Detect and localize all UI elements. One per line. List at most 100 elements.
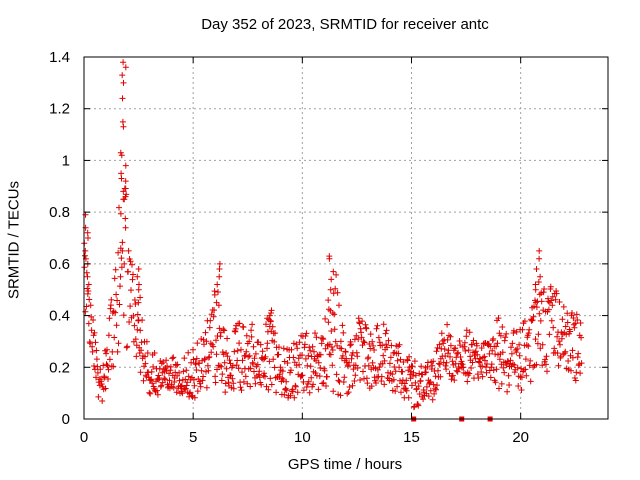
y-tick-label: 0.4 xyxy=(49,308,70,325)
data-point xyxy=(331,311,338,318)
plot-frame xyxy=(83,56,609,420)
data-point xyxy=(202,355,208,362)
data-point xyxy=(318,340,325,347)
data-point xyxy=(396,341,403,348)
data-point xyxy=(90,317,97,323)
data-point xyxy=(336,302,342,309)
data-point xyxy=(351,378,358,384)
data-point xyxy=(328,328,335,334)
data-point xyxy=(238,387,245,394)
data-point xyxy=(307,363,314,370)
data-point xyxy=(130,312,137,319)
data-point xyxy=(113,322,120,329)
data-point xyxy=(500,364,507,371)
data-point xyxy=(578,360,585,367)
data-point xyxy=(574,317,581,323)
data-point xyxy=(522,356,529,363)
data-point xyxy=(569,310,575,316)
data-point xyxy=(488,361,495,368)
data-point xyxy=(284,360,291,366)
data-point xyxy=(173,389,180,396)
data-point xyxy=(497,332,504,339)
peak-point xyxy=(84,229,91,236)
data-point xyxy=(379,342,386,349)
data-point xyxy=(493,366,500,373)
data-point xyxy=(110,363,117,370)
data-point xyxy=(554,350,561,357)
peak-point xyxy=(536,247,543,254)
data-point xyxy=(249,321,256,328)
data-point xyxy=(544,368,550,375)
data-point xyxy=(115,249,122,256)
data-point xyxy=(455,349,462,356)
data-point xyxy=(473,342,480,349)
data-point xyxy=(394,383,401,390)
data-point xyxy=(125,247,132,254)
data-point xyxy=(384,344,390,351)
data-point xyxy=(374,322,381,329)
data-point xyxy=(376,364,383,371)
data-point xyxy=(444,321,451,328)
data-point xyxy=(88,313,95,320)
data-point xyxy=(105,376,111,382)
data-point xyxy=(303,330,310,337)
data-point xyxy=(188,392,195,399)
data-point xyxy=(104,346,110,353)
data-point xyxy=(296,361,303,368)
data-point xyxy=(194,388,201,395)
data-point xyxy=(463,333,470,340)
peak-point xyxy=(119,247,126,254)
data-point xyxy=(250,343,257,350)
data-point xyxy=(136,350,143,356)
data-point xyxy=(538,298,545,305)
data-point xyxy=(390,376,397,383)
data-point xyxy=(183,367,190,374)
data-point xyxy=(348,341,354,348)
data-point xyxy=(117,273,124,280)
peak-point xyxy=(118,170,125,177)
data-point xyxy=(142,353,148,360)
data-point xyxy=(181,355,188,362)
data-point xyxy=(365,362,372,369)
peak-point xyxy=(135,266,142,272)
data-point xyxy=(557,341,563,348)
peak-point xyxy=(120,196,127,203)
data-point xyxy=(511,362,518,368)
data-point xyxy=(409,363,416,370)
x-tick-label: 10 xyxy=(294,429,311,446)
data-point xyxy=(409,382,415,389)
data-point xyxy=(572,377,579,384)
data-point xyxy=(127,303,134,310)
data-point xyxy=(309,343,316,350)
data-point xyxy=(399,368,406,375)
peak-point xyxy=(216,266,223,272)
data-point xyxy=(91,329,98,336)
data-point xyxy=(288,367,294,374)
data-point xyxy=(190,346,196,353)
data-point xyxy=(216,325,223,332)
data-point xyxy=(93,356,100,363)
data-point xyxy=(113,291,120,298)
data-point xyxy=(213,337,219,344)
data-point xyxy=(215,289,221,295)
data-point xyxy=(429,396,436,403)
data-point xyxy=(191,382,198,389)
data-point xyxy=(436,361,443,368)
peak-point xyxy=(216,273,223,280)
data-point xyxy=(490,367,497,374)
data-point xyxy=(240,378,247,385)
data-point xyxy=(527,378,534,385)
data-point xyxy=(510,327,517,334)
data-point xyxy=(530,313,537,320)
data-point xyxy=(342,349,349,355)
data-point xyxy=(207,340,214,347)
data-point xyxy=(533,304,540,311)
data-point xyxy=(252,350,259,357)
data-point xyxy=(549,293,556,300)
data-point xyxy=(495,315,502,322)
data-point xyxy=(400,359,407,365)
data-point xyxy=(499,324,506,330)
data-point xyxy=(496,356,503,363)
data-point xyxy=(427,387,434,394)
data-point xyxy=(227,372,234,379)
